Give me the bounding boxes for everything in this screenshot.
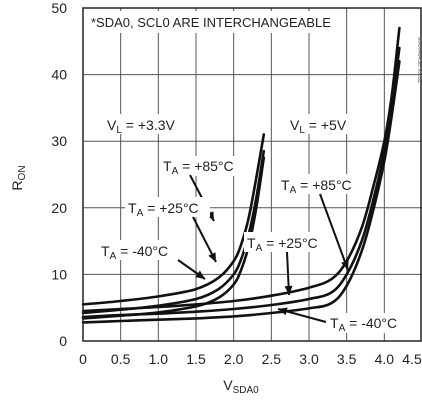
left-m40-label-bg <box>98 240 180 260</box>
plot-border <box>82 7 422 342</box>
left-85-label-bg <box>160 156 245 176</box>
x-tick-label: 3.0 <box>299 351 319 367</box>
right-25-label-bg <box>244 232 329 252</box>
y-tick-label: 0 <box>59 333 67 349</box>
left-temp-m40-label: TA = -40°C <box>101 243 168 262</box>
grid-lines <box>83 8 422 341</box>
x-tick-label: 4.0 <box>375 351 395 367</box>
plot-frame <box>82 7 422 342</box>
x-tick-label: 2.5 <box>262 351 282 367</box>
right-temp-25-label: TA = +25°C <box>247 235 318 254</box>
left-25-label-bg <box>125 197 210 217</box>
series-line-vl5-2 <box>81 60 401 324</box>
x-tick-label: 3.5 <box>337 351 357 367</box>
right-85-arrow-head <box>341 260 349 270</box>
note-box <box>86 11 342 33</box>
x-tick-label: 1.5 <box>186 351 206 367</box>
y-tick-label: 50 <box>51 0 67 16</box>
y-tick-label: 30 <box>51 133 67 149</box>
right-85-label-bg <box>278 174 363 194</box>
annotations: *SDA0, SCL0 ARE INTERCHANGEABLE MAX4845E … <box>86 11 422 334</box>
y-tick-label: 40 <box>51 67 67 83</box>
vl33-label-bg <box>104 114 186 134</box>
left-m40-arrow-head <box>195 270 205 279</box>
part-id: MAX4845E toc02 <box>416 37 422 84</box>
left-85-arrow-head <box>206 211 214 221</box>
series-line-vl5-1 <box>81 46 401 319</box>
y-tick-label: 20 <box>51 200 67 216</box>
vl5-label-bg <box>287 114 361 134</box>
x-tick-label: 0.5 <box>111 351 131 367</box>
x-tick-label: 2.0 <box>224 351 244 367</box>
x-tick-label: 1.0 <box>149 351 169 367</box>
x-tick-label: 4.5 <box>402 351 422 367</box>
chart-note: *SDA0, SCL0 ARE INTERCHANGEABLE <box>91 15 331 30</box>
left-temp-85-label: TA = +85°C <box>163 158 234 177</box>
curves <box>81 26 401 324</box>
right-85-arrow <box>319 193 349 271</box>
y-axis-label: RON <box>9 165 28 190</box>
vl5-condition-label: VL = +5V <box>290 117 347 136</box>
series-line-vl5-0 <box>81 26 401 313</box>
left-25-arrow-head <box>208 252 216 262</box>
series-line-vl33-0 <box>81 133 266 306</box>
vl33-condition-label: VL = +3.3V <box>107 117 175 136</box>
right-temp-m40-label: TA = -40°C <box>330 315 397 334</box>
right-25-arrow-head <box>284 285 293 295</box>
y-tick-label: 10 <box>51 266 67 282</box>
right-m40-arrow-head <box>278 307 288 316</box>
x-axis-label: VSDA0 <box>223 377 259 396</box>
tick-labels: 0 0.5 1.0 1.5 2.0 2.5 3.0 3.5 4.0 4.5 0 10 20 30 40 50 V… <box>9 0 422 396</box>
right-m40-label-bg <box>326 313 406 333</box>
left-temp-25-label: TA = +25°C <box>128 200 199 219</box>
x-tick-label: 0 <box>79 351 87 367</box>
right-temp-85-label: TA = +85°C <box>281 177 352 196</box>
